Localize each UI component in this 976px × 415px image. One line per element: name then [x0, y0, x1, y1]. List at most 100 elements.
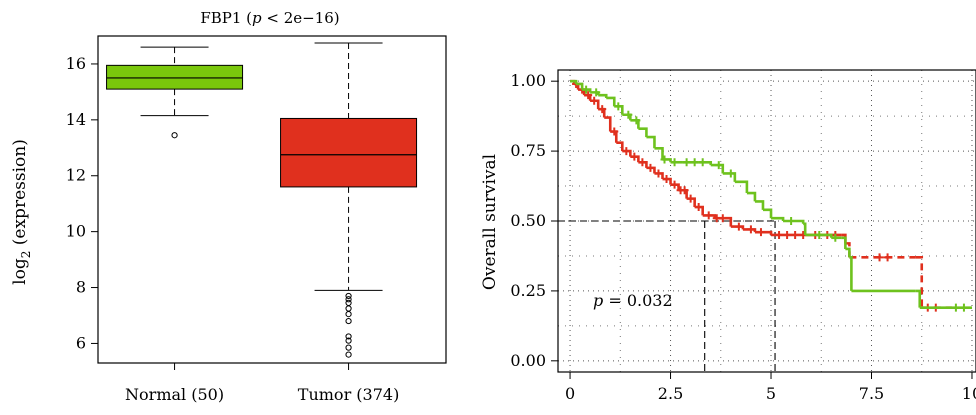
survival-step: [849, 256, 853, 291]
y-tick-label: 0.75: [510, 141, 546, 160]
censor-mark: [690, 158, 699, 167]
y-axis-label: Overall survival: [480, 154, 500, 290]
median-survival-lines: [558, 220, 776, 372]
survival-step: [841, 236, 847, 249]
survival-step: [638, 127, 648, 138]
survival-step: [604, 116, 612, 132]
survival-step: [646, 135, 656, 149]
censor-mark: [783, 230, 792, 239]
survival-step: [803, 222, 807, 235]
censor-mark: [718, 214, 727, 223]
censor-mark: [815, 230, 824, 239]
censor-mark: [670, 180, 679, 189]
x-tick-label: 5: [766, 384, 776, 403]
survival-step: [762, 208, 773, 219]
censor-mark: [704, 211, 713, 220]
outlier-point: [345, 344, 352, 351]
censor-mark: [686, 194, 695, 203]
survival-step: [754, 200, 765, 210]
censor-mark: [630, 152, 639, 161]
censor-mark: [791, 230, 800, 239]
outlier-point: [345, 296, 352, 303]
x-tick-label: Normal (50): [125, 385, 224, 404]
censor-mark: [694, 203, 703, 212]
plot-area: [106, 42, 418, 358]
outlier-point: [345, 333, 352, 340]
survival-step: [746, 191, 757, 202]
y-tick-label: 0.00: [510, 351, 546, 370]
censor-mark: [734, 222, 743, 231]
censor-mark: [680, 186, 689, 195]
censor-mark: [590, 96, 599, 105]
y-tick-label: 14: [66, 110, 86, 129]
survival-panel: Overall survival 0.00 0.25 0.50 0.75 1.00 0 2…: [480, 69, 976, 403]
y-tick-label: 0.50: [510, 211, 546, 230]
censor-mark: [624, 110, 633, 119]
x-axis: 0 2.5 5 7.5 10: [565, 372, 976, 403]
censor-mark: [632, 116, 641, 125]
y-tick-label: 12: [66, 166, 86, 185]
survival-step: [616, 141, 624, 152]
survival-step: [722, 172, 737, 182]
box-tumor: [280, 42, 418, 358]
outlier-point: [345, 292, 352, 300]
censor-mark: [638, 158, 647, 167]
outlier-point: [345, 351, 352, 358]
y-tick-label: 10: [66, 222, 86, 241]
x-axis: Normal (50) Tumor (374): [125, 363, 399, 404]
y-tick-label: 1.00: [510, 71, 546, 90]
y-tick-label: 8: [76, 278, 86, 297]
survival-step: [845, 247, 851, 258]
censor-mark: [714, 161, 723, 170]
x-tick-label: Tumor (374): [298, 385, 400, 404]
censor-mark: [660, 155, 669, 164]
x-tick-label: 2.5: [658, 384, 683, 403]
survival-step: [710, 163, 725, 174]
censor-mark: [787, 217, 796, 225]
censor-mark: [682, 158, 691, 167]
x-tick-label: 0: [565, 384, 575, 403]
survival-step: [598, 107, 606, 118]
survival-step: [606, 96, 616, 107]
censor-mark: [584, 91, 593, 100]
survival-step: [734, 180, 749, 194]
boxplot-panel: FBP1 (p < 2e−16) log2 (expression) 6 8 10 1…: [10, 9, 447, 404]
survival-curves: [570, 79, 972, 312]
x-tick-label: 10: [962, 384, 976, 403]
censor-mark: [698, 158, 707, 167]
survival-step: [915, 256, 924, 308]
censor-mark: [959, 303, 968, 312]
y-tick-label: 0.25: [510, 281, 546, 300]
censor-mark: [592, 88, 601, 97]
outlier-point: [345, 337, 352, 344]
censor-mark: [756, 228, 765, 237]
censor-mark: [646, 163, 655, 172]
y-axis-label: log2 (expression): [10, 139, 33, 285]
censor-mark: [654, 169, 663, 178]
outlier-point: [345, 299, 352, 307]
survival-step: [742, 228, 757, 233]
censor-mark: [746, 225, 755, 234]
censor-mark: [726, 169, 735, 178]
censor-mark: [951, 303, 960, 312]
y-tick-label: 16: [66, 54, 86, 73]
censor-mark: [614, 102, 623, 111]
censor-mark: [875, 253, 884, 262]
outlier-point: [345, 305, 352, 312]
outlier-point: [345, 310, 352, 318]
y-axis: 0.00 0.25 0.50 0.75 1.00: [510, 71, 558, 370]
survival-step: [576, 82, 584, 90]
censor-mark: [670, 158, 679, 167]
box-body: [106, 64, 244, 90]
censor-mark: [662, 175, 671, 184]
box-body: [280, 117, 418, 188]
y-tick-label: 6: [76, 333, 86, 352]
survival-step: [654, 146, 664, 160]
y-axis: 6 8 10 12 14 16: [66, 54, 98, 352]
censor-mark: [775, 230, 784, 239]
survival-step: [598, 93, 608, 98]
censor-mark: [883, 253, 892, 262]
censor-mark: [622, 147, 631, 156]
x-tick-label: 7.5: [859, 384, 884, 403]
